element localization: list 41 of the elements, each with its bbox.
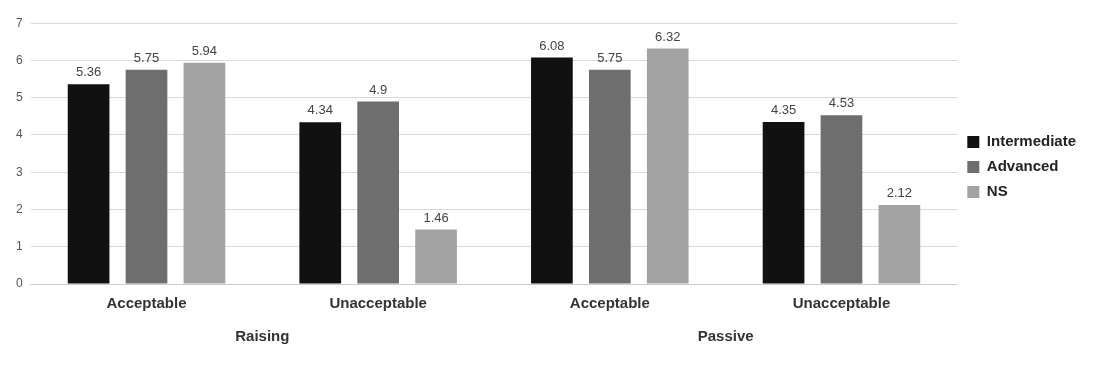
y-tick-label: 2 bbox=[15, 201, 23, 216]
y-tick-label: 3 bbox=[15, 164, 23, 179]
data-label: 5.36 bbox=[75, 64, 102, 80]
bar bbox=[357, 101, 400, 284]
y-tick-label: 6 bbox=[15, 52, 23, 67]
y-tick-label: 4 bbox=[15, 127, 23, 142]
data-label: 5.75 bbox=[133, 49, 160, 65]
text: Raising bbox=[235, 326, 290, 344]
y-tick-label: 5 bbox=[15, 90, 23, 105]
bar bbox=[588, 69, 631, 284]
x-tick-label: Acceptable bbox=[106, 294, 187, 312]
x-tick-label: Acceptable bbox=[569, 294, 650, 312]
bar bbox=[646, 48, 689, 284]
bar bbox=[762, 121, 805, 284]
bar bbox=[878, 205, 921, 284]
data-label: 5.94 bbox=[191, 42, 218, 58]
bar bbox=[67, 84, 110, 284]
bar bbox=[183, 62, 226, 284]
legend-label: NS bbox=[986, 182, 1008, 200]
y-tick-label: 7 bbox=[15, 15, 23, 30]
bar bbox=[125, 69, 168, 284]
x-tick-label: Unacceptable bbox=[792, 294, 891, 312]
data-label: 4.53 bbox=[828, 95, 855, 111]
text: Passive bbox=[697, 326, 754, 344]
y-tick-label: 0 bbox=[15, 276, 23, 291]
x-tick-label: Unacceptable bbox=[329, 294, 427, 312]
legend-label: Intermediate bbox=[986, 132, 1077, 150]
data-label: 6.32 bbox=[655, 28, 681, 44]
bar bbox=[820, 115, 863, 284]
data-label: 5.75 bbox=[597, 49, 623, 65]
data-label: 6.08 bbox=[539, 37, 565, 53]
bar bbox=[299, 122, 342, 284]
y-tick-label: 1 bbox=[15, 239, 23, 254]
data-label: 4.9 bbox=[369, 81, 388, 97]
bar bbox=[531, 57, 573, 284]
data-label: 1.46 bbox=[423, 209, 449, 225]
bar bbox=[415, 229, 457, 284]
data-label: 2.12 bbox=[886, 185, 913, 201]
data-label: 4.35 bbox=[770, 102, 797, 118]
data-label: 4.34 bbox=[307, 102, 333, 118]
legend-label: Advanced bbox=[986, 157, 1059, 175]
